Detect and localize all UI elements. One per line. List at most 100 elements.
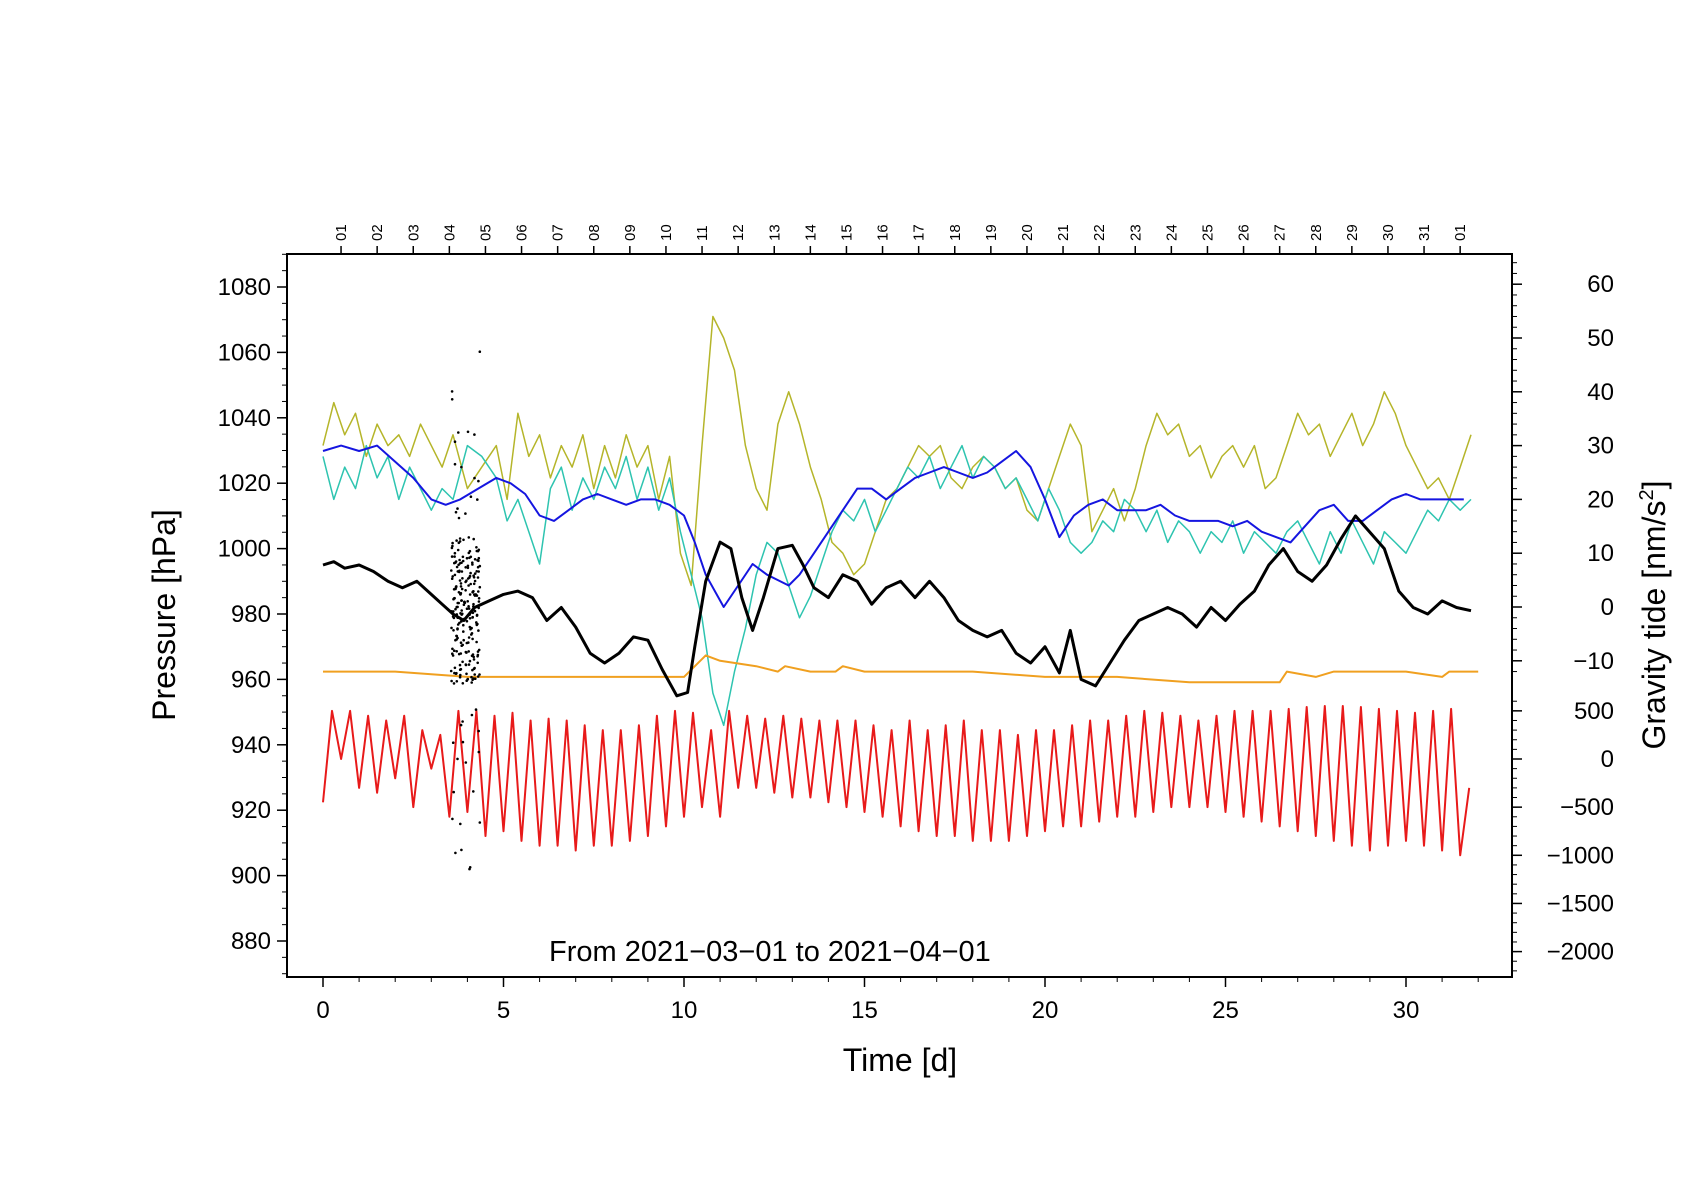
outlier-point: [476, 653, 480, 657]
day-label: 02: [369, 224, 386, 241]
day-label: 11: [694, 225, 711, 241]
outlier-point: [477, 600, 481, 603]
y-right-upper-tick-label: 60: [1587, 271, 1614, 298]
outlier-point: [473, 558, 477, 561]
outlier-point: [464, 589, 467, 592]
outlier-point: [469, 627, 472, 631]
outlier-point: [451, 647, 454, 651]
y-right-lower-tick-label: −500: [1560, 794, 1614, 821]
day-label: 24: [1163, 224, 1180, 241]
outlier-point: [466, 566, 470, 570]
series-gravity-smooth-blue: [322, 444, 1464, 608]
day-label: 06: [514, 224, 531, 241]
outlier-point: [467, 641, 470, 644]
y-right-upper-tick-label: 0: [1601, 594, 1614, 621]
outlier-point: [456, 507, 459, 510]
outlier-point: [453, 573, 457, 577]
outlier-point: [468, 617, 472, 620]
outlier-point: [476, 565, 480, 569]
outlier-point: [460, 644, 464, 647]
outlier-point: [472, 790, 475, 793]
outlier-point: [470, 675, 473, 679]
outlier-point: [464, 512, 467, 515]
outlier-point: [476, 498, 479, 501]
y-right-title-text: Gravity tide [nm/s: [1636, 501, 1672, 750]
day-label: 05: [477, 224, 494, 241]
y-left-tick-label: 1000: [218, 536, 271, 563]
outlier-point: [455, 650, 459, 653]
outlier-point: [460, 570, 464, 573]
outlier-point: [475, 570, 479, 573]
outlier-point: [476, 650, 480, 653]
outlier-point: [454, 586, 458, 589]
outlier-point: [456, 628, 459, 631]
outlier-point: [460, 613, 464, 616]
day-label: 30: [1380, 224, 1397, 241]
outlier-point: [453, 666, 457, 670]
y-left-tick-label: 900: [231, 863, 271, 890]
outlier-point: [473, 476, 476, 480]
outlier-point: [454, 510, 458, 514]
outlier-point: [475, 549, 479, 553]
outlier-point: [467, 536, 471, 539]
outlier-point: [455, 634, 458, 638]
day-label: 22: [1091, 224, 1108, 241]
outlier-point: [473, 572, 477, 575]
outlier-point: [457, 541, 461, 545]
outlier-point: [465, 619, 469, 623]
outlier-point: [477, 556, 481, 560]
outlier-point: [455, 680, 459, 683]
x-tick-label: 15: [851, 997, 878, 1024]
outlier-point: [477, 590, 480, 593]
outlier-point: [457, 516, 461, 520]
outlier-point: [455, 671, 458, 675]
day-label: 26: [1236, 224, 1253, 241]
y-right-lower-tick-label: −2000: [1547, 939, 1614, 966]
y-left-tick-label: 1060: [218, 339, 271, 366]
day-label: 20: [1019, 224, 1036, 241]
outlier-point: [465, 672, 468, 676]
outlier-point: [465, 556, 469, 560]
outlier-point: [468, 576, 471, 579]
outlier-point: [459, 582, 463, 585]
outlier-point: [464, 580, 467, 584]
outlier-point: [459, 673, 462, 677]
outlier-point: [459, 652, 463, 655]
outlier-point: [472, 658, 476, 661]
x-tick-label: 5: [497, 997, 510, 1024]
outlier-point: [469, 582, 473, 586]
outlier-point: [478, 821, 482, 824]
day-label: 09: [622, 224, 639, 241]
day-label: 17: [911, 224, 928, 241]
outlier-point: [471, 561, 474, 564]
day-label: 14: [802, 224, 819, 241]
outlier-point: [451, 817, 454, 821]
y-left-tick-label: 880: [231, 928, 271, 955]
outlier-point: [471, 668, 474, 672]
outlier-point: [458, 558, 461, 562]
outlier-point: [461, 720, 464, 723]
day-label: 31: [1416, 224, 1433, 241]
outlier-point: [477, 729, 481, 733]
outlier-point: [462, 623, 465, 627]
outlier-point: [475, 640, 478, 644]
outlier-point: [462, 638, 466, 642]
outlier-point: [466, 430, 470, 434]
y-right-title-close: ]: [1636, 481, 1672, 490]
outlier-point: [468, 593, 472, 596]
outlier-point: [472, 537, 476, 541]
day-label: 12: [730, 224, 747, 241]
y-right-lower-tick-label: 500: [1574, 698, 1614, 725]
outlier-point: [475, 614, 479, 617]
day-label: 16: [875, 224, 892, 241]
outlier-point: [467, 636, 471, 639]
outlier-point: [471, 637, 474, 641]
y-right-title-superscript: 2: [1636, 489, 1658, 500]
outlier-point: [452, 616, 456, 620]
y-right-upper-tick-label: 10: [1587, 540, 1614, 567]
outlier-point: [466, 564, 470, 568]
outlier-point: [460, 465, 463, 469]
outlier-point: [462, 630, 465, 633]
outlier-point: [467, 605, 470, 608]
day-label: 18: [947, 224, 964, 241]
